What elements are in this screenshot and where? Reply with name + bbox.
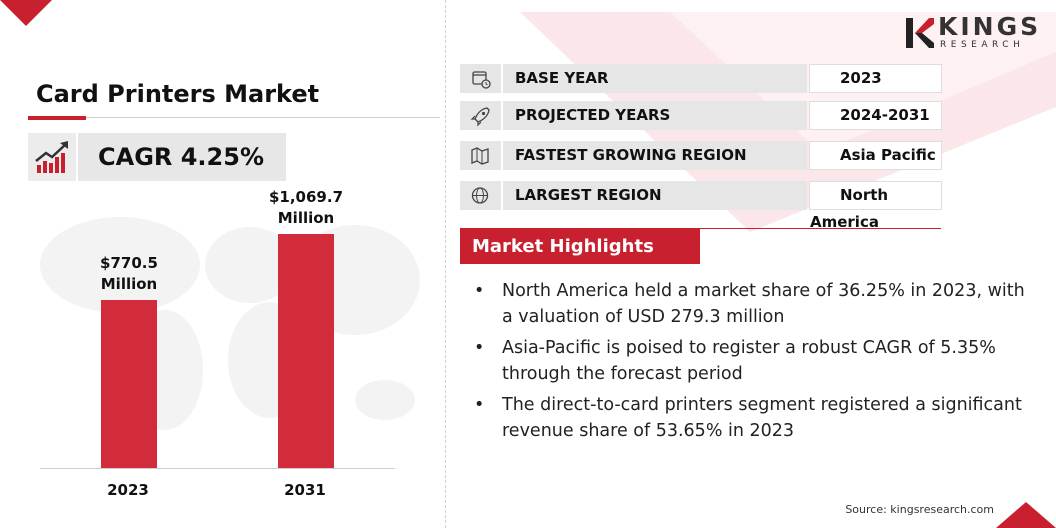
title-underline (28, 117, 440, 118)
info-value-base-year: 2023 (809, 64, 942, 93)
info-value-largest-region: North America (809, 181, 942, 231)
data-label-2031: $1,069.7 Million (251, 187, 361, 229)
chart-baseline (40, 468, 395, 469)
data-label-2023-value: $770.5 (100, 254, 158, 272)
x-tick-label-2023: 2023 (107, 481, 149, 499)
info-key-fastest-growing-region: FASTEST GROWING REGION (503, 141, 807, 170)
cagr-value: CAGR 4.25% (78, 133, 286, 181)
info-row-base-year: BASE YEAR 2023 (460, 64, 942, 93)
highlights-rule (460, 228, 941, 229)
highlight-item: North America held a market share of 36.… (472, 278, 1032, 330)
info-key-base-year: BASE YEAR (503, 64, 807, 93)
bar-2031 (278, 234, 334, 468)
highlight-item: Asia-Pacific is poised to register a rob… (472, 335, 1032, 387)
title-underline-accent (28, 116, 86, 120)
data-label-2023: $770.5 Million (74, 253, 184, 295)
info-key-largest-region: LARGEST REGION (503, 181, 807, 210)
highlights-heading: Market Highlights (460, 229, 700, 264)
brand-subtitle: RESEARCH (940, 40, 1025, 50)
x-tick-label-2031: 2031 (284, 481, 326, 499)
info-row-projected-years: PROJECTED YEARS 2024-2031 (460, 101, 942, 130)
section-divider (445, 0, 446, 528)
globe-icon (460, 181, 501, 210)
info-row-fastest-growing-region: FASTEST GROWING REGION Asia Pacific (460, 141, 942, 170)
info-row-largest-region: LARGEST REGION North America (460, 181, 942, 231)
info-value-fastest-growing-region: Asia Pacific (809, 141, 942, 170)
corner-decoration-top-left (0, 0, 52, 26)
brand-name: KINGS (938, 12, 1042, 41)
growth-chart-icon (35, 141, 68, 173)
data-label-2023-unit: Million (100, 275, 158, 293)
rocket-icon (460, 101, 501, 130)
cagr-icon-container (28, 133, 76, 181)
info-value-projected-years: 2024-2031 (809, 101, 942, 130)
info-key-projected-years: PROJECTED YEARS (503, 101, 807, 130)
page-title: Card Printers Market (36, 80, 320, 108)
data-label-2031-unit: Million (277, 209, 335, 227)
world-map-watermark (40, 217, 420, 430)
calendar-clock-icon (460, 64, 501, 93)
data-label-2031-value: $1,069.7 (268, 188, 344, 206)
kings-research-logo-icon (906, 18, 934, 48)
bar-2023 (101, 300, 157, 468)
map-region-icon (460, 141, 501, 170)
highlights-list: North America held a market share of 36.… (472, 278, 1032, 449)
source-text: Source: kingsresearch.com (845, 503, 994, 516)
highlight-item: The direct-to-card printers segment regi… (472, 392, 1032, 444)
corner-decoration-bottom-right (996, 502, 1056, 528)
